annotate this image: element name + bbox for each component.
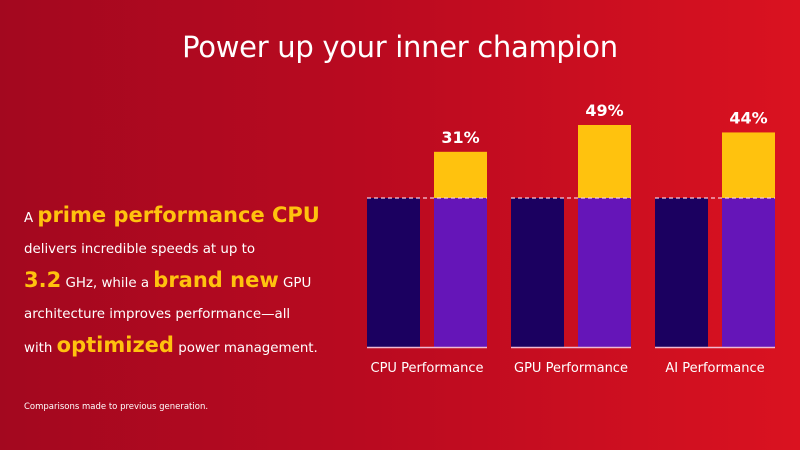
bar-current-generation [434, 198, 487, 347]
copy-highlight: brand new [153, 268, 279, 292]
category-label: CPU Performance [371, 361, 484, 376]
value-label: 31% [441, 128, 479, 147]
bar-previous-generation [511, 198, 564, 347]
bar-current-generation [722, 198, 775, 347]
copy-highlight: optimized [56, 333, 174, 357]
copy-text: A [24, 211, 38, 226]
category-label: AI Performance [665, 361, 764, 376]
copy-highlight: 3.2 [24, 268, 62, 292]
copy-text: delivers incredible speeds at up to [24, 242, 256, 257]
category-label: GPU Performance [514, 361, 628, 376]
copy-text: with [24, 341, 57, 356]
footnote: Comparisons made to previous generation. [24, 402, 209, 412]
bar-improvement [434, 151, 487, 198]
copy-highlight: prime performance CPU [37, 203, 320, 227]
slide-title: Power up your inner champion [182, 30, 618, 64]
bar-current-generation [578, 198, 631, 347]
bar-previous-generation [367, 198, 420, 347]
bar-improvement [578, 124, 631, 198]
copy-text: power management. [173, 341, 318, 356]
copy-text: architecture improves performance—all [24, 307, 291, 322]
marketing-copy: A prime performance CPU delivers incredi… [24, 200, 364, 364]
copy-text: GPU [278, 276, 312, 291]
value-label: 44% [729, 108, 767, 127]
value-label: 49% [585, 101, 623, 120]
bar-previous-generation [655, 198, 708, 347]
bar-improvement [722, 132, 775, 198]
copy-text: GHz, while a [61, 276, 154, 291]
